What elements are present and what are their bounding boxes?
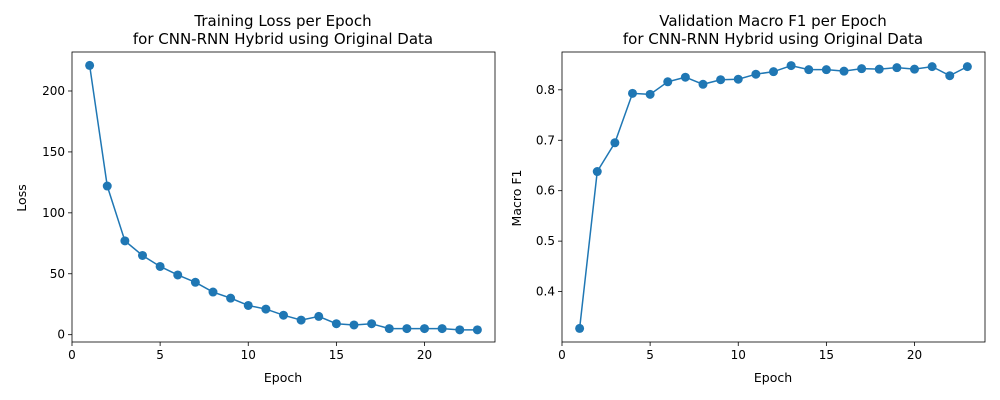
- y-axis-label: Macro F1: [509, 170, 524, 227]
- chart-subtitle: for CNN-RNN Hybrid using Original Data: [133, 30, 433, 48]
- data-point: [592, 167, 602, 177]
- data-point: [874, 64, 884, 74]
- data-point: [698, 79, 708, 89]
- data-point: [243, 300, 253, 310]
- data-point: [945, 71, 955, 81]
- y-tick-label: 200: [42, 84, 65, 98]
- data-point: [138, 250, 147, 260]
- data-point: [120, 236, 130, 246]
- data-point: [821, 65, 831, 75]
- x-tick-label: 5: [646, 348, 654, 362]
- y-tick-label: 100: [42, 206, 65, 220]
- axes-frame: [561, 51, 986, 343]
- y-tick-label: 0.8: [536, 83, 555, 97]
- y-tick-label: 0.4: [536, 285, 555, 299]
- data-point: [927, 62, 937, 72]
- data-point: [610, 138, 620, 148]
- data-point: [857, 64, 867, 74]
- chart-title: Validation Macro F1 per Epoch: [659, 12, 887, 30]
- data-point: [962, 62, 972, 72]
- data-point: [769, 67, 778, 77]
- data-point: [190, 277, 200, 287]
- chart-f1: Validation Macro F1 per Epoch for CNN-RN…: [509, 12, 986, 385]
- series-line: [88, 65, 478, 331]
- data-point: [628, 88, 637, 98]
- y-tick-label: 0.7: [536, 133, 555, 147]
- y-tick-label: 0: [57, 328, 65, 342]
- x-tick-label: 15: [819, 348, 834, 362]
- data-point: [455, 325, 465, 335]
- data-point: [85, 60, 95, 70]
- data-point: [680, 72, 690, 82]
- data-point: [226, 293, 236, 303]
- x-tick-label: 10: [241, 348, 256, 362]
- data-point: [420, 324, 429, 334]
- data-point: [663, 77, 673, 87]
- plot-area: 0 5 10 15 20 0.4 0.5 0.6 0.7 0.8: [536, 51, 986, 362]
- data-point: [786, 61, 796, 71]
- data-point: [349, 320, 359, 330]
- data-point: [733, 74, 743, 84]
- data-point: [384, 324, 394, 334]
- data-point: [102, 181, 112, 191]
- data-point: [575, 323, 585, 333]
- x-axis-label: Epoch: [754, 370, 792, 385]
- data-point: [402, 324, 412, 334]
- data-point: [645, 89, 655, 99]
- data-point: [208, 287, 218, 297]
- x-tick-label: 5: [156, 348, 164, 362]
- y-tick-label: 0.5: [536, 234, 555, 248]
- x-tick-label: 15: [329, 348, 344, 362]
- chart-title: Training Loss per Epoch: [193, 12, 371, 30]
- data-point: [472, 325, 482, 335]
- y-tick-label: 0.6: [536, 184, 555, 198]
- data-point: [279, 310, 288, 320]
- x-axis-label: Epoch: [264, 370, 302, 385]
- data-point: [155, 261, 165, 271]
- data-point: [367, 319, 377, 329]
- axes-frame: [71, 51, 496, 343]
- data-point: [261, 304, 271, 314]
- y-tick-label: 150: [42, 145, 65, 159]
- series-line: [578, 64, 968, 329]
- y-tick-label: 50: [50, 267, 65, 281]
- data-point: [910, 64, 919, 74]
- chart-loss: Training Loss per Epoch for CNN-RNN Hybr…: [14, 12, 496, 385]
- data-point: [804, 65, 814, 75]
- data-point: [331, 319, 341, 329]
- data-point: [892, 63, 902, 73]
- x-tick-label: 20: [907, 348, 922, 362]
- y-axis-label: Loss: [14, 184, 29, 211]
- data-point: [839, 66, 849, 76]
- x-tick-label: 10: [731, 348, 746, 362]
- x-tick-label: 0: [558, 348, 566, 362]
- data-point: [437, 324, 447, 334]
- data-point: [314, 311, 324, 321]
- chart-subtitle: for CNN-RNN Hybrid using Original Data: [623, 30, 923, 48]
- x-tick-label: 20: [417, 348, 432, 362]
- data-point: [173, 270, 183, 280]
- data-point: [296, 315, 306, 325]
- data-point: [751, 69, 761, 79]
- x-tick-label: 0: [68, 348, 76, 362]
- data-point: [716, 75, 726, 85]
